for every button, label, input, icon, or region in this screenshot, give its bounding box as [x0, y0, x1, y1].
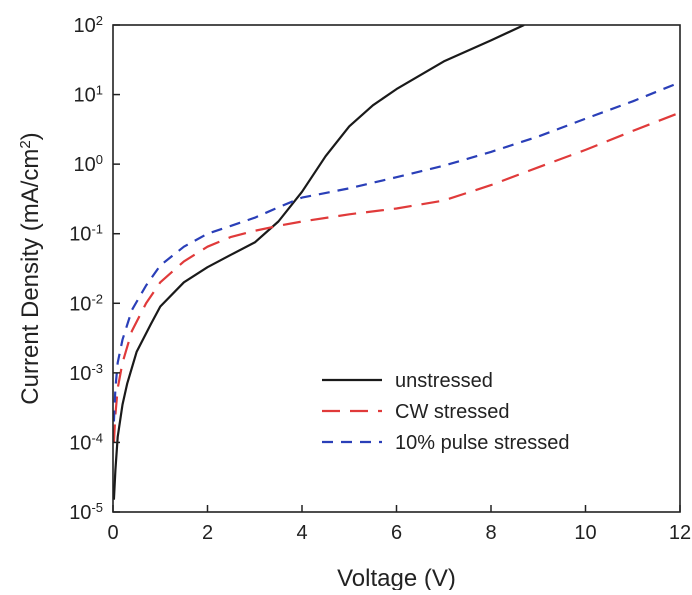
y-tick-label-base: 10: [69, 502, 91, 524]
y-tick-label-exponent: 1: [96, 82, 103, 97]
y-tick-label: 10-5: [69, 500, 103, 525]
y-tick-label-base: 10: [74, 15, 96, 37]
x-tick-label: 6: [391, 522, 402, 544]
x-tick-label: 8: [485, 522, 496, 544]
y-tick-label: 10-2: [69, 291, 103, 316]
y-axis-title-superscript: 2: [17, 140, 34, 148]
x-tick-label: 12: [669, 522, 691, 544]
y-tick-label-exponent: -3: [91, 360, 103, 375]
y-tick-label-exponent: 2: [96, 13, 103, 28]
y-tick-label-base: 10: [74, 85, 96, 107]
y-tick-label-base: 10: [74, 154, 96, 176]
y-axis-title-text: Current Density (mA/cm: [17, 149, 44, 405]
y-tick-label-exponent: -4: [91, 430, 103, 445]
series-line-0: [113, 25, 525, 500]
y-axis-title-end: ): [17, 132, 44, 140]
y-tick-label-exponent: -5: [91, 500, 103, 515]
y-tick-label-exponent: 0: [96, 152, 103, 167]
y-tick-label: 10-4: [69, 430, 103, 455]
legend-label-2: 10% pulse stressed: [395, 432, 570, 454]
y-tick-label: 101: [74, 82, 103, 107]
y-tick-label-base: 10: [69, 363, 91, 385]
x-tick-label: 0: [107, 522, 118, 544]
legend-label-0: unstressed: [395, 370, 493, 392]
x-axis-title: Voltage (V): [337, 565, 456, 590]
x-tick-label: 2: [202, 522, 213, 544]
y-tick-label-base: 10: [69, 432, 91, 454]
y-tick-label: 102: [74, 13, 103, 38]
y-tick-label: 100: [74, 152, 103, 177]
x-tick-label: 10: [574, 522, 596, 544]
legend-label-1: CW stressed: [395, 401, 509, 423]
y-tick-label-exponent: -2: [91, 291, 103, 306]
series-line-1: [113, 111, 680, 443]
y-tick-label: 10-1: [69, 221, 103, 246]
y-tick-label-exponent: -1: [91, 221, 103, 236]
legend: unstressed CW stressed 10% pulse stressed: [322, 370, 570, 454]
y-tick-label: 10-3: [69, 360, 103, 385]
y-tick-label-base: 10: [69, 293, 91, 315]
series-line-2: [113, 81, 680, 422]
marks-layer: [113, 25, 680, 500]
x-tick-label: 4: [296, 522, 307, 544]
y-tick-label-base: 10: [69, 224, 91, 246]
y-axis-title: Current Density (mA/cm2): [17, 132, 45, 404]
